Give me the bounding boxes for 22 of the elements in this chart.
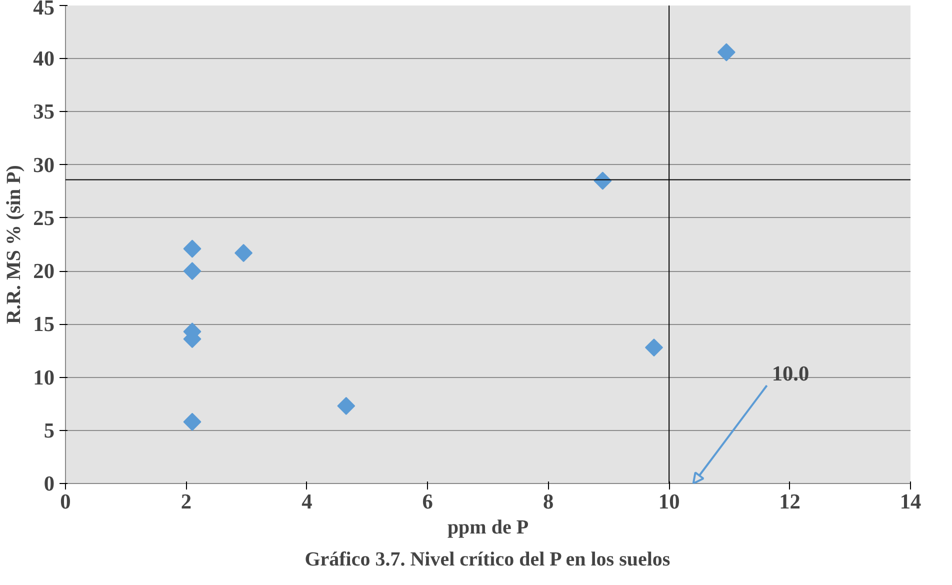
y-tick-label: 5 [44, 418, 55, 442]
y-tick-label: 35 [33, 100, 54, 124]
y-tick-label: 45 [33, 0, 54, 20]
x-tick-label: 12 [779, 490, 800, 514]
y-tick-label: 20 [33, 259, 54, 284]
y-tick-label: 0 [44, 472, 55, 496]
x-tick-label: 14 [900, 490, 922, 514]
x-axis-title: ppm de P [447, 516, 529, 538]
y-tick-label: 40 [33, 46, 54, 71]
x-tick-label: 0 [60, 490, 71, 514]
y-tick-label: 10 [33, 365, 54, 390]
y-tick-label: 30 [33, 152, 54, 177]
x-tick-label: 4 [302, 490, 313, 514]
y-tick-label: 15 [33, 312, 54, 336]
x-tick-label: 8 [543, 490, 554, 514]
y-axis-title: R.R. MS % (sin P) [3, 165, 26, 324]
y-tick-label: 25 [33, 206, 54, 230]
x-tick-label: 6 [422, 490, 434, 514]
x-tick-label: 10 [658, 490, 680, 514]
annotation: 10.0 [772, 362, 810, 386]
text: Gráfico 3.7. Nivel crítico del P en los suelos [304, 548, 670, 570]
x-tick-label: 2 [180, 490, 192, 514]
